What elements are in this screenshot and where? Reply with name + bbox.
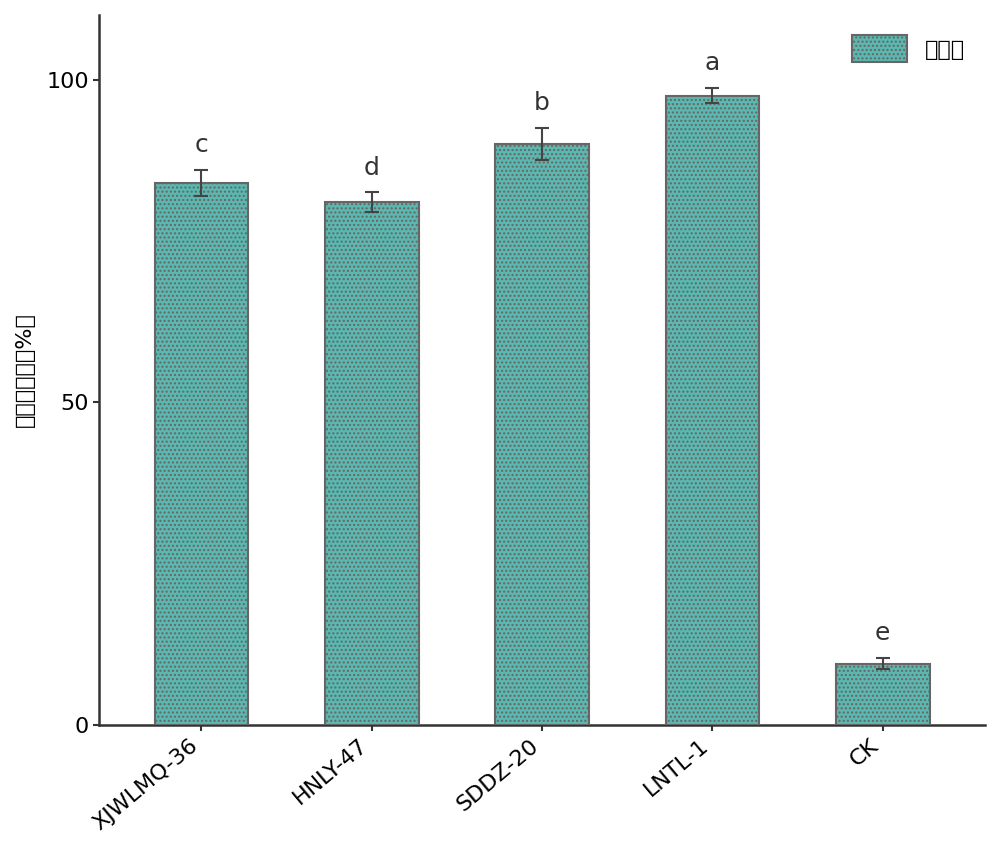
Bar	[325, 202, 419, 725]
Legend: 死亡率: 死亡率	[843, 26, 974, 71]
Bar	[155, 183, 248, 725]
Y-axis label: 成虫死亡率（%）: 成虫死亡率（%）	[15, 312, 35, 427]
Text: a: a	[705, 51, 720, 75]
Text: e: e	[875, 621, 890, 645]
Text: c: c	[194, 133, 208, 157]
Bar	[666, 96, 759, 725]
Bar	[836, 664, 930, 725]
Bar	[495, 144, 589, 725]
Text: b: b	[534, 91, 550, 115]
Text: d: d	[364, 155, 380, 179]
